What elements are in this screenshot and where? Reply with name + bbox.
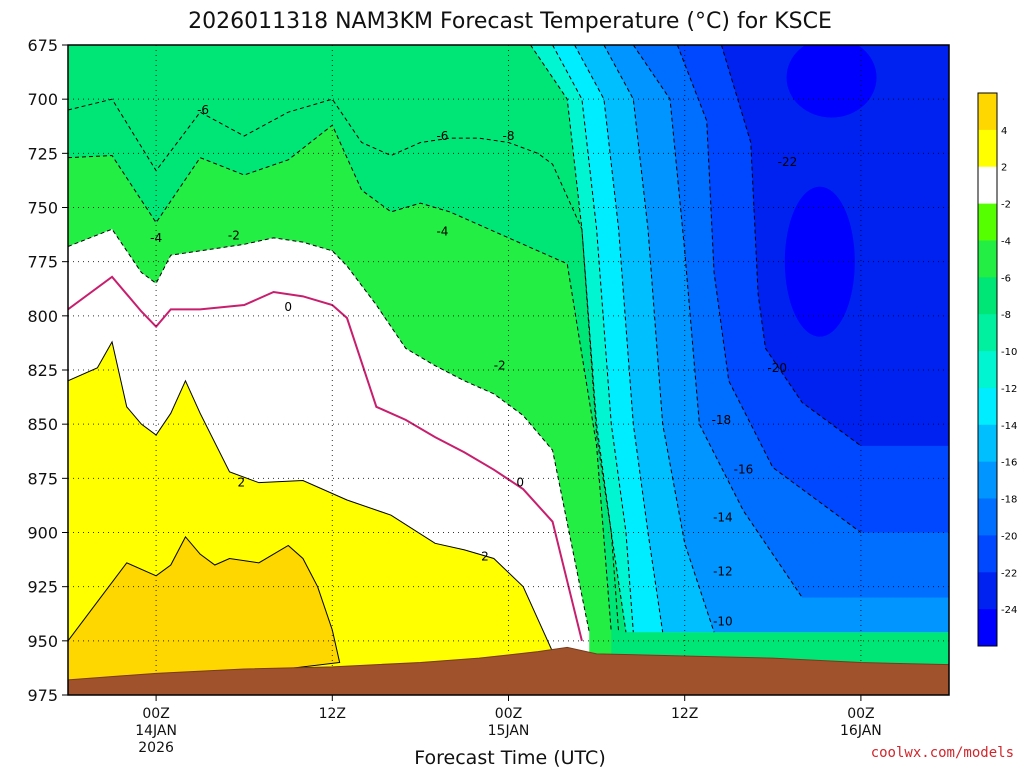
colorbar-swatch (978, 535, 997, 573)
band-fill (68, 536, 340, 695)
y-tick-label: 775 (27, 253, 58, 272)
colorbar-tick-label: -18 (1001, 495, 1017, 506)
grid-lines (68, 45, 949, 695)
colorbar-tick-label: -24 (1001, 605, 1017, 616)
y-tick-label: 725 (27, 144, 58, 163)
y-tick-label: 900 (27, 524, 58, 543)
colorbar-swatch (978, 387, 997, 426)
colorbar-swatch (978, 277, 997, 315)
y-tick-label: 750 (27, 199, 58, 218)
contour-label: -16 (734, 463, 754, 477)
colorbar-tick-label: -10 (1001, 347, 1017, 358)
colorbar-tick-label: -2 (1001, 200, 1011, 211)
contour-label: -10 (713, 614, 733, 628)
contour-label: -18 (712, 413, 732, 427)
x-tick-label: 12Z (319, 706, 346, 722)
contour-label: 0 (516, 476, 524, 490)
x-axis-label: Forecast Time (UTC) (414, 747, 605, 768)
y-tick-label: 700 (27, 90, 58, 109)
y-tick-label: 875 (27, 469, 58, 488)
colorbar-tick-label: -14 (1001, 421, 1017, 432)
contour-label: -8 (503, 129, 515, 143)
colorbar-tick-label: 4 (1001, 126, 1007, 137)
colorbar-swatch (978, 240, 997, 278)
contour-label: -4 (436, 224, 448, 238)
terrain (68, 646, 949, 695)
y-tick-label: 925 (27, 578, 58, 597)
y-tick-label: 975 (27, 686, 58, 705)
colorbar-swatch (978, 572, 997, 610)
contour-label: -6 (436, 129, 448, 143)
contour-label: -2 (228, 229, 240, 243)
colorbar: 4 2 -2 -4 -6 -8 -10 -12 -14 -16 -18 -20 -22 -24 (977, 92, 1017, 647)
contour-line (68, 124, 612, 633)
x-tick-label: 00Z (495, 706, 522, 722)
contour-line (552, 45, 634, 633)
contour-line (603, 45, 715, 633)
colorbar-swatch (978, 351, 997, 389)
band-fill (784, 186, 855, 337)
y-tick-label: 850 (27, 415, 58, 434)
colorbar-tick-label: -6 (1001, 273, 1011, 284)
colorbar-swatch (978, 314, 997, 352)
contour-label: 0 (284, 300, 292, 314)
colorbar-frame (977, 92, 998, 647)
contour-label: -12 (713, 565, 733, 579)
colorbar-swatch (978, 498, 997, 536)
x-tick-label: 12Z (671, 706, 698, 722)
colorbar-swatch (978, 203, 997, 241)
colorbar-tick-label: -22 (1001, 568, 1017, 579)
x-tick-label: 00Z (142, 706, 169, 722)
y-tick-label: 675 (27, 36, 58, 55)
y-tick-label: 800 (27, 307, 58, 326)
y-axis: 675 700 725 750 775 800 825 850 875 900 925 950 975 (27, 36, 68, 705)
colorbar-tick-label: -12 (1001, 384, 1017, 395)
x-tick-label: 15JAN (488, 723, 530, 739)
contour-line (68, 228, 590, 633)
contour-label: -4 (150, 231, 162, 245)
chart-title: 2026011318 NAM3KM Forecast Temperature (… (188, 9, 832, 34)
y-tick-label: 950 (27, 632, 58, 651)
colorbar-swatch (978, 93, 997, 131)
colorbar-swatch (978, 424, 997, 463)
colorbar-swatch (978, 461, 997, 500)
colorbar-tick-label: -20 (1001, 531, 1017, 542)
contour-label: -20 (767, 361, 787, 375)
colorbar-tick-label: -16 (1001, 458, 1017, 469)
colorbar-tick-label: 2 (1001, 163, 1007, 174)
contour-label: 2 (481, 549, 489, 563)
band-fill (786, 45, 877, 118)
colorbar-swatch (978, 609, 997, 647)
x-tick-label: 00Z (847, 706, 874, 722)
contour-labels: -6 -6 -8 -4 -2 -4 0 -2 -22 -20 -18 -16 -14 -12 -10 2 0 2 (150, 103, 797, 628)
y-tick-label: 825 (27, 361, 58, 380)
x-tick-label: 2026 (138, 740, 174, 756)
credit-text: coolwx.com/models (871, 745, 1014, 761)
contour-line (720, 45, 862, 447)
colorbar-tick-label: -4 (1001, 236, 1011, 247)
contour-label: -22 (778, 155, 798, 169)
colorbar-swatch (978, 166, 997, 205)
contour-line (676, 45, 862, 533)
contour-line (574, 45, 664, 633)
contour-line (68, 340, 561, 695)
contour-label: -2 (494, 359, 506, 373)
contour-label: -6 (197, 103, 209, 117)
contour-label: -14 (713, 510, 733, 524)
contour-line (68, 535, 341, 695)
x-tick-label: 14JAN (135, 723, 177, 739)
colorbar-swatch (978, 129, 997, 168)
plot-area: -6 -6 -8 -4 -2 -4 0 -2 -22 -20 -18 -16 -14 -12 -10 2 0 2 (68, 45, 949, 695)
colorbar-tick-label: -8 (1001, 310, 1011, 321)
contour-label: 2 (237, 476, 245, 490)
terrain-area (68, 646, 949, 695)
temperature-fills (68, 45, 949, 695)
contour-line (530, 45, 620, 633)
contour-line (632, 45, 803, 598)
x-tick-label: 16JAN (840, 723, 882, 739)
